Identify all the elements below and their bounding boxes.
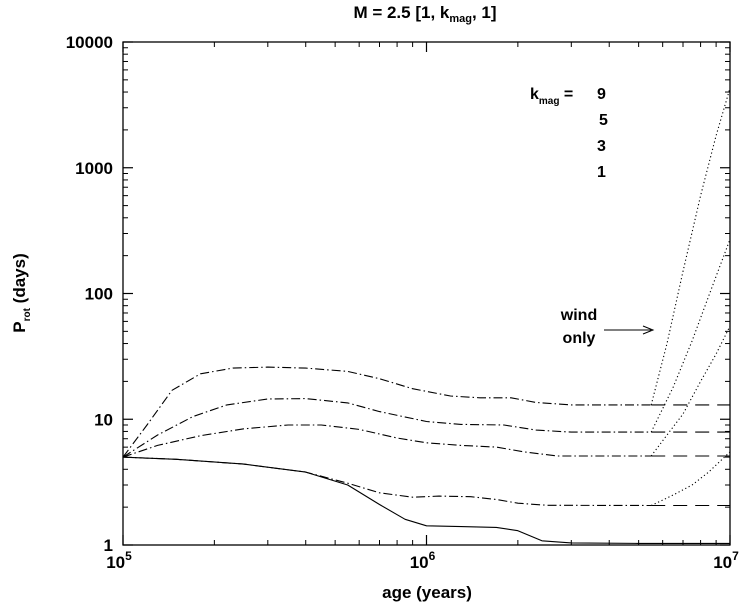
y-tick-label: 1: [104, 536, 113, 555]
chart-title: M = 2.5 [1, kmag, 1]: [353, 3, 496, 25]
legend-key-sub: mag: [539, 96, 560, 107]
series-dashdot-1: [122, 456, 652, 507]
y-axis-label-tail: (days): [10, 253, 29, 308]
annotation-wind: wind: [560, 307, 597, 324]
series-dashdot-4: [122, 366, 652, 458]
x-tick-label: 107: [713, 549, 739, 572]
legend-value-3: 3: [597, 138, 606, 155]
y-axis-label: Prot (days): [10, 253, 33, 332]
series-dashdot-3: [122, 398, 652, 458]
series-dashdot-2: [122, 424, 652, 458]
plot-frame: [122, 41, 731, 546]
axis-ticks: 1 10 100 1000 10000 105 106 107: [66, 33, 739, 572]
x-tick-label: 106: [410, 549, 436, 572]
annotation-only: only: [563, 330, 596, 347]
x-tick-label: 105: [106, 549, 132, 572]
y-tick-label: 10000: [66, 33, 113, 52]
series-dotted-12: [650, 451, 731, 506]
chart-title-sub: mag: [449, 13, 472, 25]
annotation-arrow-head: [642, 325, 655, 335]
series-dotted-10: [650, 239, 731, 433]
legend-key-main: k: [530, 86, 539, 103]
series-dotted-9: [650, 87, 731, 406]
y-axis-label-main: P: [10, 321, 29, 332]
series-solid-0: [122, 456, 730, 544]
legend-key: kmag =: [530, 86, 573, 107]
y-tick-label: 100: [85, 285, 113, 304]
chart-title-main: M = 2.5 [1, k: [353, 3, 449, 22]
chart-title-tail: , 1]: [472, 3, 497, 22]
legend-value-5: 5: [599, 112, 608, 129]
series-dotted-11: [650, 325, 731, 457]
legend-key-tail: =: [559, 86, 573, 103]
x-axis-label: age (years): [382, 583, 472, 602]
y-axis-label-sub: rot: [22, 307, 33, 321]
series-layer: [122, 87, 731, 544]
y-tick-label: 1000: [75, 159, 113, 178]
y-tick-label: 10: [94, 410, 113, 429]
legend-value-1: 1: [597, 164, 606, 181]
legend-value-9: 9: [597, 86, 606, 103]
